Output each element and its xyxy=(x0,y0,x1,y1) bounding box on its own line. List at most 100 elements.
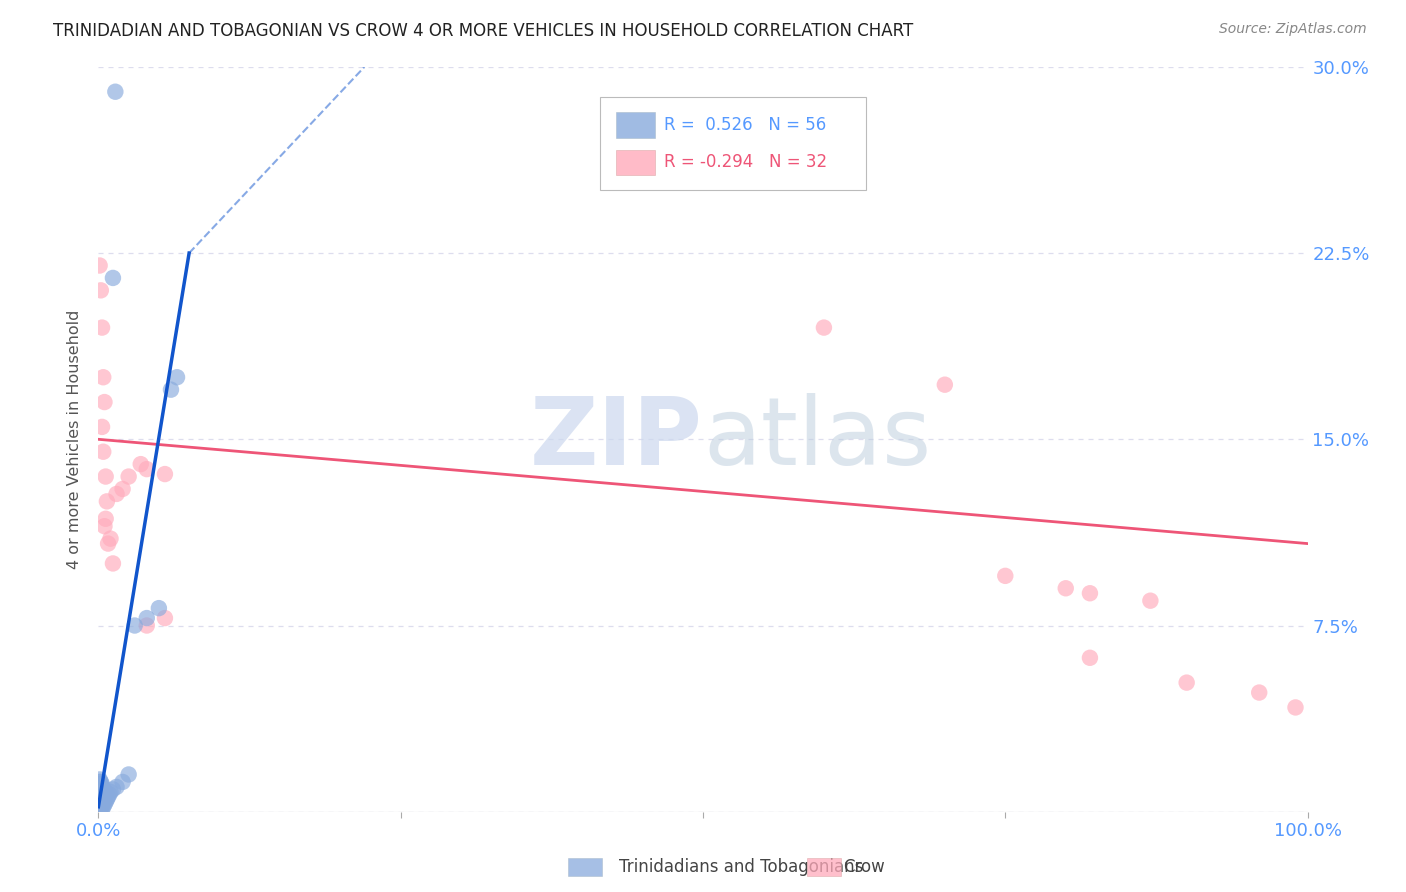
Point xyxy=(90,788,112,802)
Point xyxy=(96,494,118,508)
Point xyxy=(87,799,110,814)
Point xyxy=(89,797,111,812)
Point xyxy=(89,780,111,794)
Point xyxy=(813,320,835,334)
Point xyxy=(91,797,114,812)
Point xyxy=(105,487,128,501)
Point xyxy=(101,782,124,797)
Point xyxy=(93,395,115,409)
Point xyxy=(90,775,112,789)
Point xyxy=(91,420,114,434)
Point xyxy=(135,618,157,632)
Point xyxy=(87,802,110,816)
Point xyxy=(135,611,157,625)
Point xyxy=(96,792,118,806)
Point xyxy=(93,797,115,812)
Text: R = -0.294   N = 32: R = -0.294 N = 32 xyxy=(664,153,828,171)
Point xyxy=(91,799,114,814)
Point xyxy=(91,777,114,791)
FancyBboxPatch shape xyxy=(616,150,655,175)
Point xyxy=(90,284,112,298)
Point xyxy=(91,782,114,797)
Point xyxy=(94,469,117,483)
Point xyxy=(101,271,124,285)
Point xyxy=(1139,593,1161,607)
Point xyxy=(1078,586,1101,600)
Point xyxy=(118,469,141,483)
Point xyxy=(105,780,128,794)
Point xyxy=(90,780,112,794)
Point xyxy=(89,785,111,799)
Point xyxy=(934,377,956,392)
Point xyxy=(100,532,122,546)
Point xyxy=(1054,582,1077,596)
Point xyxy=(111,775,134,789)
Text: Trinidadians and Tobagonians: Trinidadians and Tobagonians xyxy=(619,858,863,876)
Point xyxy=(89,259,111,273)
Point xyxy=(90,792,112,806)
FancyBboxPatch shape xyxy=(600,96,866,190)
Point xyxy=(90,789,112,804)
Point xyxy=(91,370,114,384)
Point xyxy=(94,512,117,526)
Point xyxy=(89,772,111,787)
Point xyxy=(1284,700,1306,714)
Point xyxy=(94,795,117,809)
Point xyxy=(135,462,157,476)
Point xyxy=(89,802,111,816)
Point xyxy=(104,85,127,99)
Point xyxy=(89,792,111,806)
Point xyxy=(148,601,170,615)
Point xyxy=(89,795,111,809)
Point xyxy=(91,792,114,806)
Text: Source: ZipAtlas.com: Source: ZipAtlas.com xyxy=(1219,22,1367,37)
Point xyxy=(129,457,152,471)
Point xyxy=(89,788,111,802)
Point xyxy=(94,785,117,799)
Point xyxy=(90,802,112,816)
Point xyxy=(91,788,114,802)
Point xyxy=(91,320,114,334)
Point xyxy=(1175,675,1198,690)
Point xyxy=(111,482,134,496)
Point xyxy=(90,777,112,791)
Point xyxy=(91,802,114,816)
Point xyxy=(90,797,112,812)
Point xyxy=(87,797,110,812)
Text: Crow: Crow xyxy=(844,858,886,876)
Point xyxy=(91,789,114,804)
Point xyxy=(89,775,111,789)
Point xyxy=(118,767,141,781)
Point xyxy=(160,383,183,397)
Point xyxy=(89,777,111,791)
FancyBboxPatch shape xyxy=(616,112,655,137)
Point xyxy=(93,519,115,533)
Point xyxy=(1078,650,1101,665)
Point xyxy=(91,782,114,797)
Point xyxy=(90,795,112,809)
Point xyxy=(91,444,114,458)
Point xyxy=(1249,685,1271,699)
Point xyxy=(994,569,1017,583)
Point xyxy=(90,799,112,814)
Point xyxy=(89,799,111,814)
Text: R =  0.526   N = 56: R = 0.526 N = 56 xyxy=(664,116,827,134)
Point xyxy=(90,785,112,799)
Y-axis label: 4 or more Vehicles in Household: 4 or more Vehicles in Household xyxy=(67,310,83,569)
Text: TRINIDADIAN AND TOBAGONIAN VS CROW 4 OR MORE VEHICLES IN HOUSEHOLD CORRELATION C: TRINIDADIAN AND TOBAGONIAN VS CROW 4 OR … xyxy=(53,22,914,40)
Point xyxy=(98,788,121,802)
Text: ZIP: ZIP xyxy=(530,393,703,485)
Point xyxy=(97,789,120,804)
Point xyxy=(97,536,120,550)
Point xyxy=(89,782,111,797)
Point xyxy=(166,370,188,384)
Point xyxy=(89,789,111,804)
Point xyxy=(90,782,112,797)
Point xyxy=(124,618,146,632)
Point xyxy=(101,557,124,571)
Point xyxy=(153,467,176,481)
Point xyxy=(93,788,115,802)
Point xyxy=(153,611,176,625)
Point xyxy=(100,785,122,799)
Text: atlas: atlas xyxy=(703,393,931,485)
